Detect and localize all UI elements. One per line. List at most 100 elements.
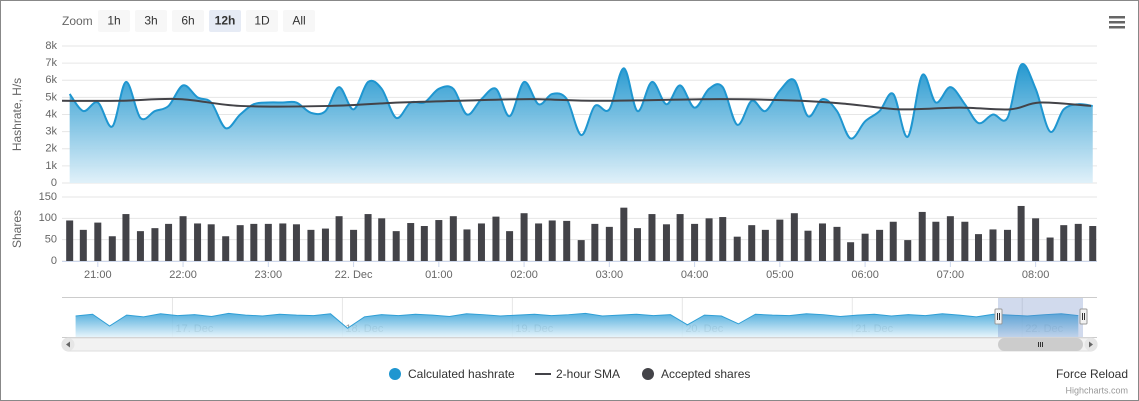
bar: [563, 220, 571, 261]
zoom-button-label[interactable]: All: [292, 14, 305, 28]
menu-bar: [1109, 26, 1125, 29]
bar: [151, 228, 159, 261]
y-tick-label: 8k: [45, 40, 57, 52]
y-tick-label: 3k: [45, 126, 57, 138]
x-tick-label: 06:00: [851, 269, 879, 281]
bar: [577, 240, 585, 261]
zoom-button-bg[interactable]: [135, 10, 167, 32]
navigator-selection[interactable]: [994, 298, 1088, 337]
bar: [1003, 229, 1011, 261]
legend-label[interactable]: Accepted shares: [661, 367, 750, 381]
bar: [321, 228, 329, 261]
y-tick-label: 7k: [45, 57, 57, 69]
range-selector: Zoom 1h 3h 6h 12h 1D All: [62, 10, 315, 32]
scrollbar-track[interactable]: [61, 337, 1098, 352]
bar: [691, 223, 699, 261]
legend-item[interactable]: Calculated hashrate: [389, 367, 515, 381]
force-reload[interactable]: Force Reload: [1056, 367, 1128, 381]
scrollbar[interactable]: [61, 337, 1098, 352]
bar: [974, 234, 982, 261]
bar: [662, 224, 670, 261]
legend-item[interactable]: 2-hour SMA: [535, 367, 620, 381]
zoom-button[interactable]: 12h: [209, 10, 241, 32]
bar: [918, 211, 926, 261]
zoom-button[interactable]: 1h: [98, 10, 130, 32]
zoom-button[interactable]: 3h: [135, 10, 167, 32]
legend-symbol: [389, 368, 401, 380]
zoom-button-label[interactable]: 1D: [254, 14, 270, 28]
bar: [833, 226, 841, 261]
legend-label[interactable]: Calculated hashrate: [408, 367, 515, 381]
zoom-button[interactable]: All: [283, 10, 315, 32]
bar: [94, 222, 102, 261]
zoom-button-label[interactable]: 3h: [144, 14, 157, 28]
x-tick-label: 23:00: [255, 269, 283, 281]
bar: [108, 236, 116, 261]
bar: [66, 220, 74, 261]
plot: 0 1k 2k 3k 4k 5k 6k 7k 8k 0 50 100 150 Hashrate, H/s S…: [10, 40, 1097, 281]
zoom-button-bg[interactable]: [98, 10, 130, 32]
bar: [250, 223, 258, 261]
bar: [1060, 225, 1068, 261]
x-tick-label: 04:00: [681, 269, 709, 281]
bar: [861, 233, 869, 261]
bar: [307, 229, 315, 261]
y2-tick-label: 50: [45, 234, 57, 246]
bar: [1046, 237, 1054, 261]
menu-button[interactable]: [1108, 15, 1126, 30]
x-tick-label: 03:00: [596, 269, 624, 281]
bar: [420, 226, 428, 261]
handle-right[interactable]: [1079, 308, 1088, 325]
bar: [719, 217, 727, 261]
bar: [264, 223, 272, 261]
arrow-icon: [66, 341, 70, 348]
y2-axis-title: Shares: [10, 210, 24, 248]
zoom-button-label[interactable]: 1h: [107, 14, 120, 28]
handle-left[interactable]: [994, 308, 1003, 325]
bar: [194, 223, 202, 261]
bar: [335, 216, 343, 261]
credits[interactable]: Highcharts.com: [1065, 385, 1128, 395]
zoom-button[interactable]: 1D: [246, 10, 278, 32]
bar: [605, 226, 613, 261]
bar: [761, 229, 769, 261]
zoom-button-bg[interactable]: [246, 10, 278, 32]
bar: [989, 229, 997, 261]
bar: [847, 242, 855, 261]
bar: [620, 207, 628, 261]
bar: [748, 225, 756, 261]
zoom-button-label[interactable]: 6h: [181, 14, 194, 28]
bar: [378, 218, 386, 261]
bar: [207, 224, 215, 261]
zoom-button[interactable]: 6h: [172, 10, 204, 32]
bar: [407, 223, 415, 261]
y-tick-label: 1k: [45, 160, 57, 172]
bar: [648, 214, 656, 261]
zoom-button-bg[interactable]: [209, 10, 241, 32]
zoom-button-label[interactable]: 12h: [215, 14, 236, 28]
x-tick-label: 08:00: [1022, 269, 1050, 281]
bar: [477, 223, 485, 261]
selection-mask[interactable]: [998, 298, 1083, 337]
bar: [633, 228, 641, 261]
legend-label[interactable]: 2-hour SMA: [556, 367, 620, 381]
legend: Calculated hashrate 2-hour SMA Accepted …: [389, 367, 750, 381]
bar: [492, 216, 500, 261]
zoom-button-bg[interactable]: [283, 10, 315, 32]
bar: [506, 231, 514, 261]
x-tick-label: 22:00: [169, 269, 197, 281]
bar: [222, 236, 230, 261]
bar: [1017, 205, 1025, 261]
nav-area: [75, 313, 1079, 337]
bar: [136, 231, 144, 261]
zoom-button-bg[interactable]: [172, 10, 204, 32]
menu-bar: [1109, 21, 1125, 24]
arrow-icon: [1089, 341, 1093, 348]
bar: [350, 229, 358, 261]
y-tick-label: 2k: [45, 143, 57, 155]
x-tick-label: 22. Dec: [335, 269, 373, 281]
bar: [790, 213, 798, 261]
bar: [961, 221, 969, 261]
legend-item[interactable]: Accepted shares: [642, 367, 750, 381]
